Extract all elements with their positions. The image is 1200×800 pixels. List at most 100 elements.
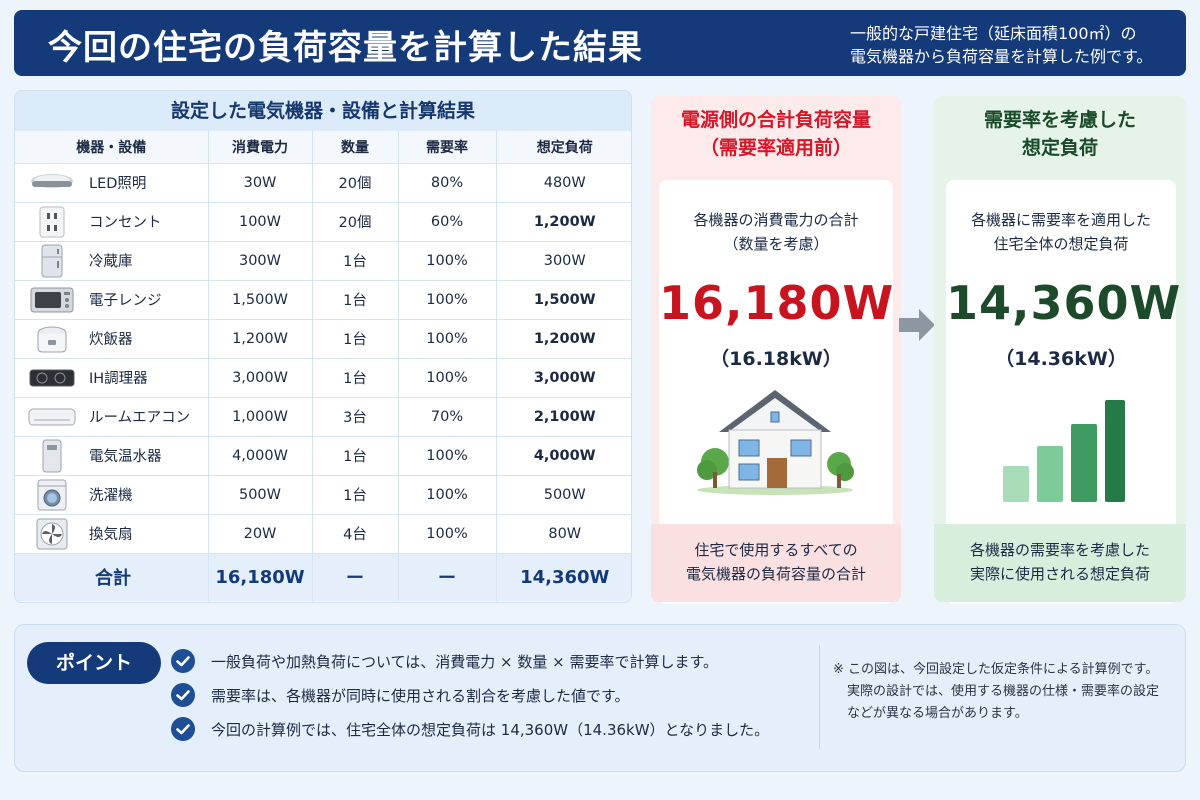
table-row: LED照明 30W 20個 80% 480W xyxy=(15,162,631,202)
check-icon xyxy=(171,649,195,673)
note-line-3: などが異なる場合があります。 xyxy=(847,706,1028,721)
cell-rate: 100% xyxy=(397,513,496,553)
point-item: 今回の計算例では、住宅全体の想定負荷は 14,360W（14.36kW）となりま… xyxy=(171,715,769,743)
device-name: 炊飯器 xyxy=(89,332,133,348)
supply-footnote: 住宅で使用するすべての 電気機器の負荷容量の合計 xyxy=(651,524,901,602)
device-name: 電気温水器 xyxy=(89,449,162,465)
point-box: ポイント 一般負荷や加熱負荷については、消費電力 × 数量 × 需要率で計算しま… xyxy=(14,624,1186,772)
cell-power: 1,200W xyxy=(207,318,312,358)
outlet-icon xyxy=(27,205,77,239)
cell-power: 30W xyxy=(207,162,312,202)
header-load: 想定負荷 xyxy=(495,131,631,163)
table-row: 換気扇 20W 4台 100% 80W xyxy=(15,513,631,553)
page-title: 今回の住宅の負荷容量を計算した結果 xyxy=(48,28,643,68)
cell-power: 1,000W xyxy=(207,396,312,436)
cell-qty: 1台 xyxy=(311,435,398,475)
cell-load: 2,100W xyxy=(495,396,631,436)
microwave-icon xyxy=(27,283,77,317)
device-name: IH調理器 xyxy=(89,371,148,387)
table-row: ルームエアコン 1,000W 3台 70% 2,100W xyxy=(15,396,631,436)
point-item: 一般負荷や加熱負荷については、消費電力 × 数量 × 需要率で計算します。 xyxy=(171,647,718,675)
cell-power: 1,500W xyxy=(207,279,312,319)
cell-qty: 1台 xyxy=(311,279,398,319)
demand-total-kw: （14.36kW） xyxy=(995,348,1127,370)
cell-qty: 3台 xyxy=(311,396,398,436)
cell-rate: 70% xyxy=(397,396,496,436)
supply-desc-line-1: 各機器の消費電力の合計 xyxy=(693,211,859,229)
demand-footnote: 各機器の需要率を考慮した 実際に使用される想定負荷 xyxy=(934,524,1186,602)
table-row: 洗濯機 500W 1台 100% 500W xyxy=(15,474,631,514)
disclaimer-note: ※ この図は、今回設定した仮定条件による計算例です。 実際の設計では、使用する機… xyxy=(833,659,1179,725)
header-qty: 数量 xyxy=(311,131,398,163)
table-row: 電子レンジ 1,500W 1台 100% 1,500W xyxy=(15,279,631,319)
cell-load: 500W xyxy=(495,474,631,514)
cell-rate: 100% xyxy=(397,435,496,475)
bar-graph-icon xyxy=(1001,396,1125,506)
ceiling-light-icon xyxy=(27,166,77,200)
demand-foot-line-1: 各機器の需要率を考慮した xyxy=(969,541,1150,559)
table-title: 設定した電気機器・設備と計算結果 xyxy=(15,91,631,131)
device-name: 電子レンジ xyxy=(89,293,162,309)
cell-qty: 20個 xyxy=(311,201,398,241)
air-conditioner-icon xyxy=(27,400,77,434)
house-icon xyxy=(695,384,855,500)
supply-title-line-1: 電源側の合計負荷容量 xyxy=(680,109,871,131)
demand-title-line-2: 想定負荷 xyxy=(1021,137,1098,159)
supply-foot-line-1: 住宅で使用するすべての xyxy=(694,541,858,559)
supply-desc-line-2: （数量を考慮） xyxy=(723,235,829,253)
device-name: コンセント xyxy=(89,215,162,231)
cell-rate: 80% xyxy=(397,162,496,202)
cell-power: 100W xyxy=(207,201,312,241)
divider xyxy=(819,645,820,749)
supply-foot-line-2: 電気機器の負荷容量の合計 xyxy=(685,565,866,583)
point-text: 今回の計算例では、住宅全体の想定負荷は 14,360W（14.36kW）となりま… xyxy=(211,720,770,739)
supply-desc: 各機器の消費電力の合計 （数量を考慮） xyxy=(659,208,893,256)
cell-rate: 100% xyxy=(397,279,496,319)
refrigerator-icon xyxy=(27,244,77,278)
total-load: 14,360W xyxy=(495,552,631,601)
subtitle-line-1: 一般的な戸建住宅（延床面積100㎡）の xyxy=(850,24,1137,43)
cell-power: 500W xyxy=(207,474,312,514)
cell-qty: 4台 xyxy=(311,513,398,553)
arrow-right-icon xyxy=(895,303,939,351)
washing-machine-icon xyxy=(27,478,77,512)
cell-load: 80W xyxy=(495,513,631,553)
rice-cooker-icon xyxy=(27,322,77,356)
cell-qty: 1台 xyxy=(311,474,398,514)
table-row: 冷蔵庫 300W 1台 100% 300W xyxy=(15,240,631,280)
cell-power: 4,000W xyxy=(207,435,312,475)
water-heater-icon xyxy=(27,439,77,473)
cell-rate: 100% xyxy=(397,240,496,280)
supply-panel-title: 電源側の合計負荷容量 （需要率適用前） xyxy=(651,106,901,162)
subtitle-line-2: 電気機器から負荷容量を計算した例です。 xyxy=(850,47,1153,66)
ventilation-fan-icon xyxy=(27,517,77,551)
table-row: コンセント 100W 20個 60% 1,200W xyxy=(15,201,631,241)
cell-qty: 1台 xyxy=(311,318,398,358)
cell-power: 3,000W xyxy=(207,357,312,397)
table-row: 炊飯器 1,200W 1台 100% 1,200W xyxy=(15,318,631,358)
point-item: 需要率は、各機器が同時に使用される割合を考慮した値です。 xyxy=(171,681,630,709)
cell-qty: 1台 xyxy=(311,240,398,280)
total-label: 合計 xyxy=(15,552,208,601)
ih-cooktop-icon xyxy=(27,361,77,395)
demand-title-line-1: 需要率を考慮した xyxy=(983,109,1136,131)
total-qty: ー xyxy=(311,552,398,601)
table-row: IH調理器 3,000W 1台 100% 3,000W xyxy=(15,357,631,397)
cell-qty: 20個 xyxy=(311,162,398,202)
device-table-panel: 設定した電気機器・設備と計算結果 機器・設備 消費電力 数量 需要率 想定負荷 … xyxy=(14,90,632,603)
demand-desc: 各機器に需要率を適用した 住宅全体の想定負荷 xyxy=(946,208,1176,256)
cell-load: 4,000W xyxy=(495,435,631,475)
header-banner: 今回の住宅の負荷容量を計算した結果 一般的な戸建住宅（延床面積100㎡）の 電気… xyxy=(14,10,1186,76)
cell-power: 300W xyxy=(207,240,312,280)
note-line-1: ※ この図は、今回設定した仮定条件による計算例です。 xyxy=(833,662,1159,677)
point-text: 一般負荷や加熱負荷については、消費電力 × 数量 × 需要率で計算します。 xyxy=(211,652,718,671)
supply-total-kw: （16.18kW） xyxy=(710,348,842,370)
device-name: 冷蔵庫 xyxy=(89,254,133,270)
device-name: ルームエアコン xyxy=(89,410,191,426)
demand-load-panel: 需要率を考慮した 想定負荷 各機器に需要率を適用した 住宅全体の想定負荷 14,… xyxy=(934,96,1186,604)
cell-rate: 60% xyxy=(397,201,496,241)
header-power: 消費電力 xyxy=(207,131,312,163)
demand-foot-line-2: 実際に使用される想定負荷 xyxy=(969,565,1150,583)
demand-panel-title: 需要率を考慮した 想定負荷 xyxy=(934,106,1186,162)
device-name: 換気扇 xyxy=(89,527,133,543)
